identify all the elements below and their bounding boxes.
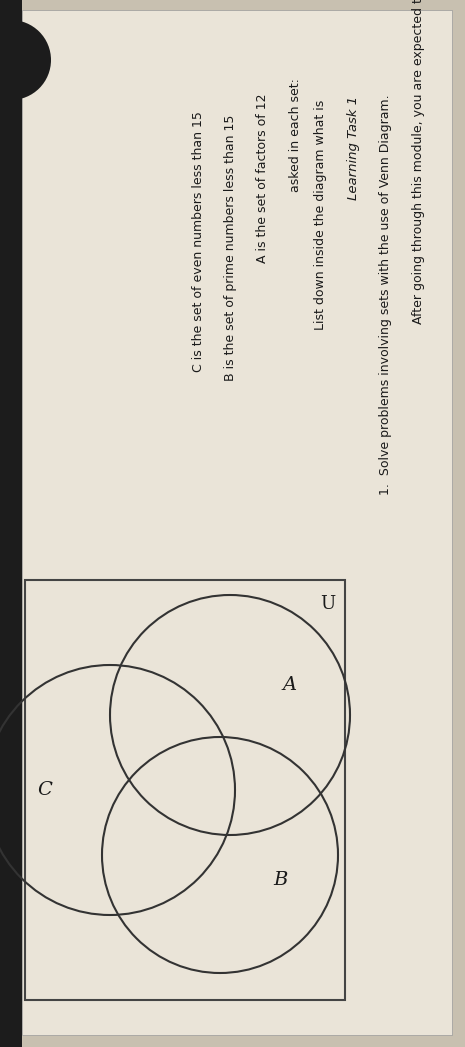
Text: 1.  Solve problems involving sets with the use of Venn Diagram.: 1. Solve problems involving sets with th… bbox=[379, 94, 392, 495]
Text: Learning Task 1: Learning Task 1 bbox=[346, 96, 359, 200]
Text: List down inside the diagram what is: List down inside the diagram what is bbox=[313, 99, 326, 330]
Bar bbox=[25, 580, 345, 1000]
Text: C is the set of even numbers less than 15: C is the set of even numbers less than 1… bbox=[192, 112, 205, 373]
Circle shape bbox=[0, 20, 51, 101]
Text: asked in each set:: asked in each set: bbox=[288, 79, 301, 192]
Text: B: B bbox=[273, 871, 287, 889]
Text: B is the set of prime numbers less than 15: B is the set of prime numbers less than … bbox=[224, 115, 237, 381]
Text: U: U bbox=[320, 595, 335, 612]
Text: A: A bbox=[283, 676, 297, 694]
Text: C: C bbox=[38, 781, 53, 799]
Text: After going through this module, you are expected to:: After going through this module, you are… bbox=[412, 0, 425, 324]
Bar bbox=[0, 0, 22, 1047]
Text: A is the set of factors of 12: A is the set of factors of 12 bbox=[255, 93, 268, 263]
